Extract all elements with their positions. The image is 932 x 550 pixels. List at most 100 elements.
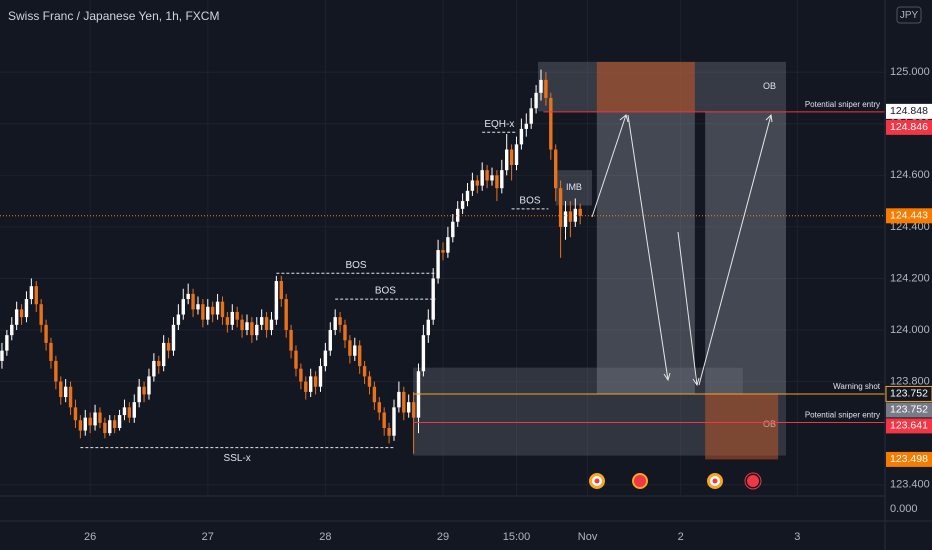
candle-body xyxy=(421,335,426,372)
candle-body xyxy=(397,391,401,408)
event-icon-dot xyxy=(594,478,600,484)
x-tick-label: Nov xyxy=(578,531,598,543)
candle-body xyxy=(132,402,136,418)
arrow xyxy=(677,231,698,386)
candle-body xyxy=(568,211,573,222)
overlay: BOS BOS SSL-x EQH-x BOS Potential sniper entr… xyxy=(0,100,885,464)
candle-body xyxy=(68,386,73,408)
candle-body xyxy=(348,340,352,356)
candle-body xyxy=(49,342,53,361)
arrow-head xyxy=(765,113,773,123)
candle-body xyxy=(362,366,367,377)
candle-body xyxy=(93,412,97,426)
level-label: Potential sniper entry xyxy=(805,100,880,109)
y-tick-label: 124.400 xyxy=(890,221,930,233)
candle-body xyxy=(328,330,332,351)
y-tick-label: 124.600 xyxy=(890,169,930,181)
price-label-box xyxy=(886,418,932,434)
x-tick-label: 15:00 xyxy=(503,531,531,543)
price-label-box xyxy=(886,119,932,135)
candle-body xyxy=(426,319,430,336)
candle-body xyxy=(578,208,582,216)
level-label: Potential sniper entry xyxy=(805,411,880,420)
currency-button[interactable] xyxy=(896,6,922,24)
candle-body xyxy=(245,322,249,330)
candle-body xyxy=(304,381,308,392)
candle-body xyxy=(78,420,83,431)
candle-body xyxy=(353,345,357,356)
candle-body xyxy=(377,402,381,413)
event-icon-inner xyxy=(634,475,646,487)
candle-body xyxy=(539,79,543,93)
arrow-head xyxy=(692,377,700,387)
candle-body xyxy=(558,188,563,227)
candle-body xyxy=(269,319,274,330)
price-label: 123.498 xyxy=(890,453,928,465)
candle-body xyxy=(24,299,29,318)
candle-body xyxy=(299,368,303,382)
candle-body xyxy=(250,322,254,336)
candle-body xyxy=(181,299,185,315)
structure-label: EQH-x xyxy=(484,119,514,130)
indicator-axis-label: 0.000 xyxy=(890,503,918,515)
event-icon-inner xyxy=(747,475,759,487)
candle-body xyxy=(220,301,225,318)
zone xyxy=(705,393,779,460)
price-label: 123.752 xyxy=(890,388,928,400)
price-label-box xyxy=(886,402,932,418)
candle-body xyxy=(191,293,195,310)
currency-button-label: JPY xyxy=(900,10,919,21)
x-tick-label: 27 xyxy=(202,531,214,543)
candle-body xyxy=(279,281,283,300)
candle-body xyxy=(117,415,122,428)
candle-body xyxy=(495,175,499,189)
candle-body xyxy=(255,324,259,336)
candle-body xyxy=(455,208,460,222)
y-tick-label: 124.000 xyxy=(890,324,930,336)
candle-body xyxy=(470,180,475,191)
price-label: 123.641 xyxy=(890,420,928,432)
x-tick-label: 29 xyxy=(437,531,449,543)
candle-body xyxy=(108,420,112,434)
structure-label: BOS xyxy=(375,286,396,297)
arrow xyxy=(591,114,627,218)
price-label-box xyxy=(886,103,932,119)
candle-body xyxy=(294,350,298,369)
candle-body xyxy=(402,391,406,413)
candle-body xyxy=(259,317,264,325)
candle-body xyxy=(54,360,58,382)
x-tick-label: 3 xyxy=(794,531,800,543)
candle-body xyxy=(63,386,68,398)
candle-body xyxy=(112,420,117,428)
level-label: Warning shot xyxy=(833,382,881,391)
structure-label: BOS xyxy=(519,195,540,206)
x-tick-label: 26 xyxy=(84,531,96,543)
candle-body xyxy=(553,149,558,189)
candle-body xyxy=(210,306,215,315)
candle-body xyxy=(83,417,87,431)
candle-body xyxy=(406,402,411,413)
candle-body xyxy=(289,330,293,351)
candle-body xyxy=(563,211,568,227)
candle-body xyxy=(308,376,313,392)
candle-body xyxy=(14,309,19,325)
candle-body xyxy=(485,170,489,181)
event-icons xyxy=(589,472,762,490)
arrows xyxy=(591,113,773,387)
event-icon-dot xyxy=(712,478,718,484)
zone xyxy=(705,111,787,394)
candle-body xyxy=(274,281,279,320)
candle-body xyxy=(480,170,484,186)
candle-body xyxy=(411,402,416,418)
arrow-head xyxy=(619,114,629,123)
candle-body xyxy=(441,250,445,253)
candle-body xyxy=(19,309,24,318)
grid xyxy=(0,0,885,495)
candle-body xyxy=(451,221,455,238)
candle-body xyxy=(235,311,239,320)
candle-body xyxy=(573,208,577,222)
candle-body xyxy=(142,386,146,395)
candle-body xyxy=(0,350,4,361)
candle-body xyxy=(34,286,38,305)
